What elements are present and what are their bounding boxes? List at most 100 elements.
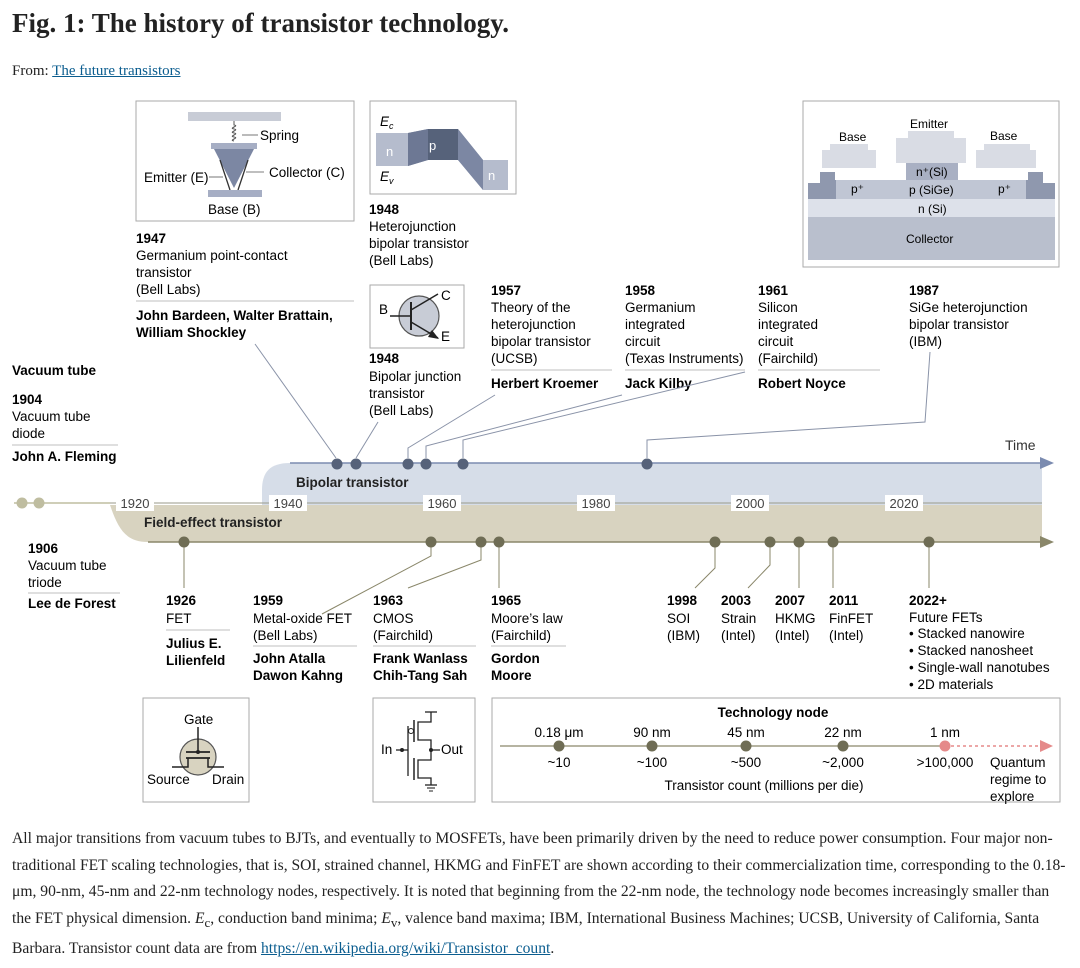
n-region-label: n (488, 168, 495, 183)
fet-source-label: Source (147, 772, 190, 787)
vacuum-diode-line: Vacuum tube (12, 409, 91, 424)
event-2003-year: 2003 (721, 593, 752, 608)
fet-dot-2011 (827, 536, 839, 548)
cmos-out-label: Out (441, 742, 463, 757)
year-tick-1940: 1940 (274, 496, 303, 511)
node-count-label: ~100 (637, 755, 667, 770)
vacuum-diode-year: 1904 (12, 392, 43, 407)
event-1957-line: Theory of the (491, 300, 571, 315)
fet-dot-1926 (178, 536, 190, 548)
sige-emitter-label: Emitter (910, 117, 948, 131)
event-1965-person: Gordon (491, 651, 540, 666)
vacuum-diode-dot (16, 497, 28, 509)
event-1947-person: William Shockley (136, 325, 247, 340)
event-1959-person: John Atalla (253, 651, 326, 666)
fet-leader-lines (183, 547, 930, 615)
event-2003-line: (Intel) (721, 628, 756, 643)
vacuum-diode-line: diode (12, 426, 45, 441)
node-count-label: ~10 (548, 755, 571, 770)
caption-text: , conduction band minima; (210, 909, 382, 927)
event-1965-year: 1965 (491, 593, 522, 608)
node-dot (837, 740, 849, 752)
node-dot (939, 740, 951, 752)
fet-dot-1959 (425, 536, 437, 548)
ev-subscript: v (390, 914, 398, 930)
time-label: Time (1005, 437, 1036, 453)
caption-text: All major transitions from vacuum tubes … (12, 830, 1066, 927)
transistor-history-figure: Time Bipolar transistor Field-effect tra… (12, 100, 1061, 804)
event-1963-year: 1963 (373, 593, 404, 608)
event-2003-line: Strain (721, 611, 756, 626)
node-dot (740, 740, 752, 752)
event-1948-hbt-line: bipolar transistor (369, 236, 469, 251)
node-marks: 0.18 μm ~10 90 nm ~100 45 nm ~500 22 nm ~2,000 1… (534, 725, 973, 770)
bjt-base-label: B (379, 302, 388, 317)
node-dot (646, 740, 658, 752)
event-1957-line: (UCSB) (491, 351, 538, 366)
event-2011-line: FinFET (829, 611, 873, 626)
fet-arrow-head (1040, 536, 1054, 548)
vacuum-triode-person: Lee de Forest (28, 596, 116, 611)
transistor-count-link[interactable]: https://en.wikipedia.org/wiki/Transistor… (261, 940, 551, 958)
vacuum-triode-line: triode (28, 575, 62, 590)
event-1958-line: integrated (625, 317, 685, 332)
event-1963-person: Chih-Tang Sah (373, 668, 467, 683)
event-2022-line: • Stacked nanosheet (909, 643, 1033, 658)
cmos-in-label: In (381, 742, 392, 757)
technology-node-title: Technology node (718, 705, 829, 720)
fet-dot-1965 (493, 536, 505, 548)
event-1961-line: circuit (758, 334, 794, 349)
vacuum-triode-dot (33, 497, 45, 509)
figure-title: Fig. 1: The history of transistor techno… (12, 8, 509, 38)
event-2022-line: Future FETs (909, 610, 983, 625)
heterojunction-band-diagram: Ec Ev n p n (369, 100, 517, 195)
fet-dot-2007 (793, 536, 805, 548)
event-1959-year: 1959 (253, 593, 283, 608)
event-1987-line: SiGe heterojunction (909, 300, 1028, 315)
fet-dot-2022 (923, 536, 935, 548)
event-1965-line: (Fairchild) (491, 628, 551, 643)
ec-symbol: E (194, 909, 205, 927)
event-2022-year: 2022+ (909, 593, 947, 608)
event-1948-bjt-line: transistor (369, 386, 425, 401)
event-2022-line: • 2D materials (909, 677, 993, 692)
vacuum-triode-year: 1906 (28, 541, 59, 556)
event-1947-line: Germanium point-contact (136, 248, 288, 263)
bipolar-transistor-label: Bipolar transistor (296, 475, 409, 490)
vacuum-tube-header: Vacuum tube (12, 363, 97, 378)
event-1963-line: CMOS (373, 611, 414, 626)
event-1987-line: bipolar transistor (909, 317, 1009, 332)
source-article-link[interactable]: The future transistors (52, 63, 181, 79)
event-2011-line: (Intel) (829, 628, 864, 643)
source-line: From: The future transistors (12, 63, 180, 80)
event-1948-bjt-line: (Bell Labs) (369, 403, 434, 418)
sige-n-si-label: n (Si) (918, 202, 947, 216)
event-1958-line: Germanium (625, 300, 696, 315)
bipolar-band (262, 463, 1042, 505)
event-1926-person: Lilienfeld (166, 653, 225, 668)
event-2007-year: 2007 (775, 593, 805, 608)
caption-text: , valence band maxima; IBM, Internationa… (12, 909, 1040, 958)
fet-dot-2003 (764, 536, 776, 548)
sige-n-plus-label: n⁺(Si) (916, 165, 948, 179)
p-region-label: p (429, 138, 436, 153)
node-size-label: 0.18 μm (534, 725, 583, 740)
bipolar-dot-1948-bjt (402, 458, 414, 470)
fet-symbol: Gate Source Drain (142, 697, 250, 803)
bipolar-dot-1961 (457, 458, 469, 470)
node-size-label: 22 nm (824, 725, 862, 740)
event-1947-line: transistor (136, 265, 192, 280)
event-1947-year: 1947 (136, 231, 166, 246)
fet-drain-label: Drain (212, 772, 244, 787)
event-1961-line: integrated (758, 317, 818, 332)
event-1957-person: Herbert Kroemer (491, 376, 599, 391)
event-1947-person: John Bardeen, Walter Brattain, (136, 308, 333, 323)
bipolar-leader-lines (254, 343, 931, 459)
year-tick-2000: 2000 (736, 496, 765, 511)
event-1958-line: circuit (625, 334, 661, 349)
event-1926-line: FET (166, 611, 192, 626)
emitter-label: Emitter (E) (144, 170, 209, 185)
event-1959-line: (Bell Labs) (253, 628, 318, 643)
point-contact-diagram: Spring Emitter (E) Collector (C) Base (B… (135, 100, 355, 222)
node-size-label: 90 nm (633, 725, 671, 740)
